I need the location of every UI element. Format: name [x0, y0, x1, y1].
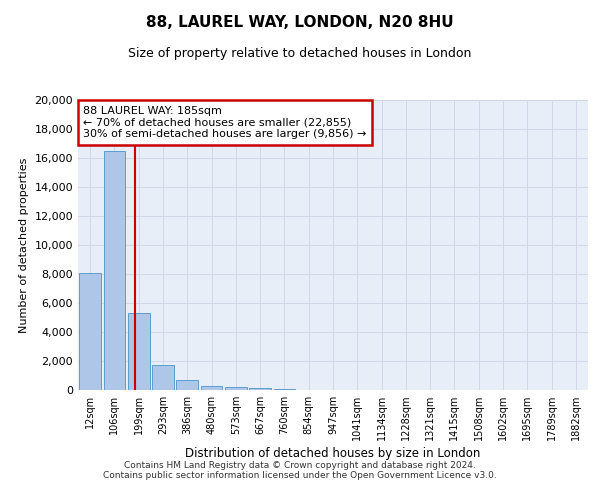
Bar — [104, 151, 125, 390]
Text: 88, LAUREL WAY, LONDON, N20 8HU: 88, LAUREL WAY, LONDON, N20 8HU — [146, 15, 454, 30]
Text: Contains HM Land Registry data © Crown copyright and database right 2024.
Contai: Contains HM Land Registry data © Crown c… — [103, 460, 497, 480]
Bar — [152, 364, 174, 390]
Text: Size of property relative to detached houses in London: Size of property relative to detached ho… — [128, 48, 472, 60]
Bar — [176, 380, 198, 390]
Text: 88 LAUREL WAY: 185sqm
← 70% of detached houses are smaller (22,855)
30% of semi-: 88 LAUREL WAY: 185sqm ← 70% of detached … — [83, 106, 367, 139]
Bar — [249, 388, 271, 390]
X-axis label: Distribution of detached houses by size in London: Distribution of detached houses by size … — [185, 448, 481, 460]
Bar — [200, 386, 223, 390]
Y-axis label: Number of detached properties: Number of detached properties — [19, 158, 29, 332]
Bar — [274, 388, 295, 390]
Bar — [128, 313, 149, 390]
Bar — [79, 272, 101, 390]
Bar — [225, 388, 247, 390]
